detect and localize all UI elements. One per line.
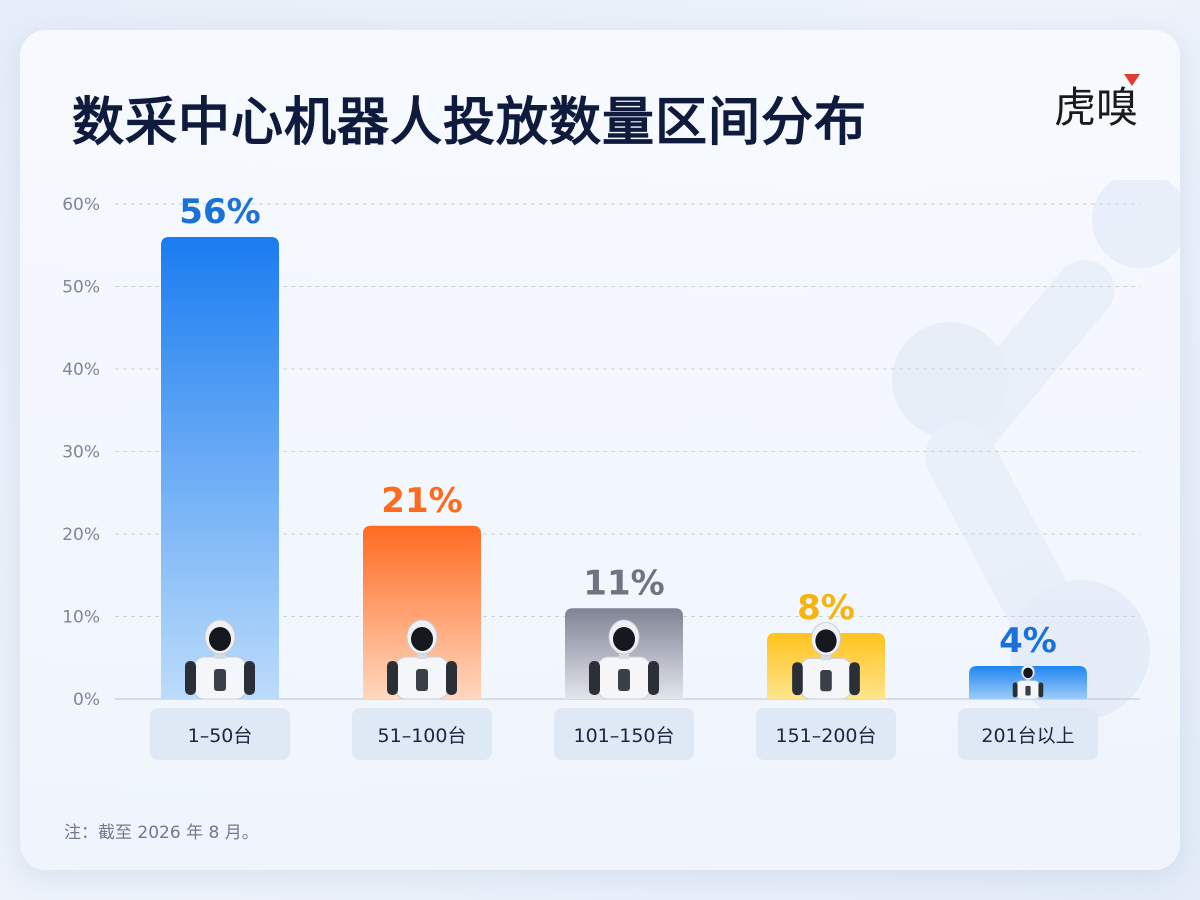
y-tick-label-3: 30% — [62, 443, 100, 463]
value-label-4: 4% — [999, 621, 1057, 661]
category-label-3: 151–200台 — [756, 708, 896, 760]
page-title: 数采中心机器人投放数量区间分布 — [72, 93, 868, 153]
y-tick-label-1: 10% — [62, 608, 100, 628]
chart-card: 数采中心机器人投放数量区间分布 虎嗅 0% 10% 20% 30% 40% 50% 60% 5… — [20, 30, 1180, 870]
category-label-4: 201台以上 — [958, 708, 1098, 760]
robot-icon-1 — [387, 619, 457, 700]
y-tick-label-4: 40% — [62, 360, 100, 380]
category-label-0: 1–50台 — [150, 708, 290, 760]
y-tick-label-6: 60% — [62, 195, 100, 215]
huxiu-logo: 虎嗅 — [1053, 83, 1138, 132]
robot-icon-2 — [589, 619, 659, 700]
bar-1 — [363, 525, 481, 699]
y-tick-label-0: 0% — [73, 690, 100, 710]
bar-chart: 0% 10% 20% 30% 40% 50% 60% 56% 21% 11% 8% 4% — [62, 192, 1140, 710]
robot-icon-0 — [185, 619, 255, 700]
value-label-2: 11% — [583, 563, 664, 603]
category-label-1: 51–100台 — [352, 708, 492, 760]
value-label-0: 56% — [179, 192, 260, 232]
robot-icon-3 — [792, 622, 860, 700]
y-tick-label-2: 20% — [62, 525, 100, 545]
y-tick-label-5: 50% — [62, 278, 100, 298]
footnote: 注：截至 2026 年 8 月。 — [64, 823, 259, 843]
bar-0 — [161, 237, 279, 699]
logo-accent-icon — [1124, 74, 1140, 86]
robot-icon-4 — [1012, 664, 1044, 700]
category-label-2: 101–150台 — [554, 708, 694, 760]
value-label-1: 21% — [381, 481, 462, 521]
value-label-3: 8% — [797, 588, 855, 628]
